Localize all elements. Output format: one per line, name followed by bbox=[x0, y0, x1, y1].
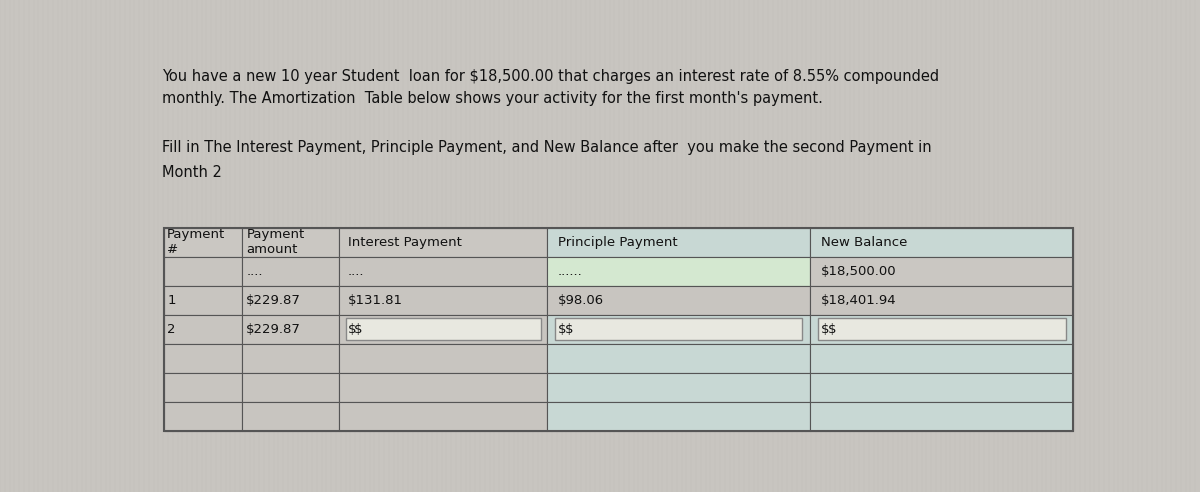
Bar bbox=[164, 344, 242, 373]
Bar bbox=[242, 286, 340, 315]
Bar bbox=[340, 344, 547, 373]
Bar bbox=[242, 257, 340, 286]
Text: $18,401.94: $18,401.94 bbox=[821, 294, 896, 307]
Text: $229.87: $229.87 bbox=[246, 323, 301, 336]
Text: monthly. The Amortization  Table below shows your activity for the first month's: monthly. The Amortization Table below sh… bbox=[162, 91, 823, 106]
Bar bbox=[556, 318, 803, 340]
Text: $: $ bbox=[828, 323, 836, 336]
Bar bbox=[164, 228, 242, 257]
Bar bbox=[242, 228, 340, 257]
Bar bbox=[164, 402, 242, 431]
Text: $98.06: $98.06 bbox=[558, 294, 604, 307]
Bar bbox=[164, 257, 242, 286]
Bar bbox=[340, 315, 547, 344]
Bar bbox=[547, 373, 810, 402]
Bar bbox=[340, 257, 547, 286]
Bar bbox=[547, 315, 810, 344]
Bar bbox=[547, 286, 810, 315]
Bar bbox=[810, 373, 1074, 402]
Text: $: $ bbox=[821, 323, 829, 336]
Bar bbox=[340, 286, 547, 315]
Bar bbox=[547, 344, 810, 373]
Bar bbox=[547, 257, 810, 286]
Bar bbox=[340, 402, 547, 431]
Bar bbox=[810, 315, 1074, 344]
Bar bbox=[818, 318, 1066, 340]
Bar bbox=[242, 373, 340, 402]
Text: $18,500.00: $18,500.00 bbox=[821, 265, 896, 277]
Text: $: $ bbox=[558, 323, 566, 336]
Text: $: $ bbox=[565, 323, 574, 336]
Text: ....: .... bbox=[246, 265, 263, 277]
Bar bbox=[810, 344, 1074, 373]
Text: $: $ bbox=[354, 323, 362, 336]
Bar bbox=[164, 373, 242, 402]
Text: Payment
#: Payment # bbox=[167, 228, 226, 256]
Bar bbox=[810, 286, 1074, 315]
Text: Interest Payment: Interest Payment bbox=[348, 236, 462, 248]
Text: 2: 2 bbox=[167, 323, 175, 336]
Bar bbox=[242, 315, 340, 344]
Text: You have a new 10 year Student  loan for $18,500.00 that charges an interest rat: You have a new 10 year Student loan for … bbox=[162, 68, 940, 84]
Bar bbox=[340, 228, 547, 257]
Text: $229.87: $229.87 bbox=[246, 294, 301, 307]
Bar bbox=[547, 402, 810, 431]
Text: Principle Payment: Principle Payment bbox=[558, 236, 677, 248]
Bar bbox=[346, 318, 541, 340]
Text: 1: 1 bbox=[167, 294, 175, 307]
Bar bbox=[547, 228, 810, 257]
Bar bbox=[164, 286, 242, 315]
Bar bbox=[242, 344, 340, 373]
Text: Month 2: Month 2 bbox=[162, 165, 222, 180]
Bar bbox=[242, 402, 340, 431]
Text: $: $ bbox=[348, 323, 356, 336]
Text: Payment
amount: Payment amount bbox=[246, 228, 305, 256]
Text: Fill in The Interest Payment, Principle Payment, and New Balance after  you make: Fill in The Interest Payment, Principle … bbox=[162, 141, 931, 155]
Bar bbox=[340, 373, 547, 402]
Text: ......: ...... bbox=[558, 265, 582, 277]
Bar bbox=[810, 257, 1074, 286]
Bar bbox=[164, 228, 1074, 431]
Bar bbox=[164, 315, 242, 344]
Bar bbox=[810, 228, 1074, 257]
Text: ....: .... bbox=[348, 265, 365, 277]
Text: New Balance: New Balance bbox=[821, 236, 907, 248]
Text: $131.81: $131.81 bbox=[348, 294, 403, 307]
Bar bbox=[810, 402, 1074, 431]
